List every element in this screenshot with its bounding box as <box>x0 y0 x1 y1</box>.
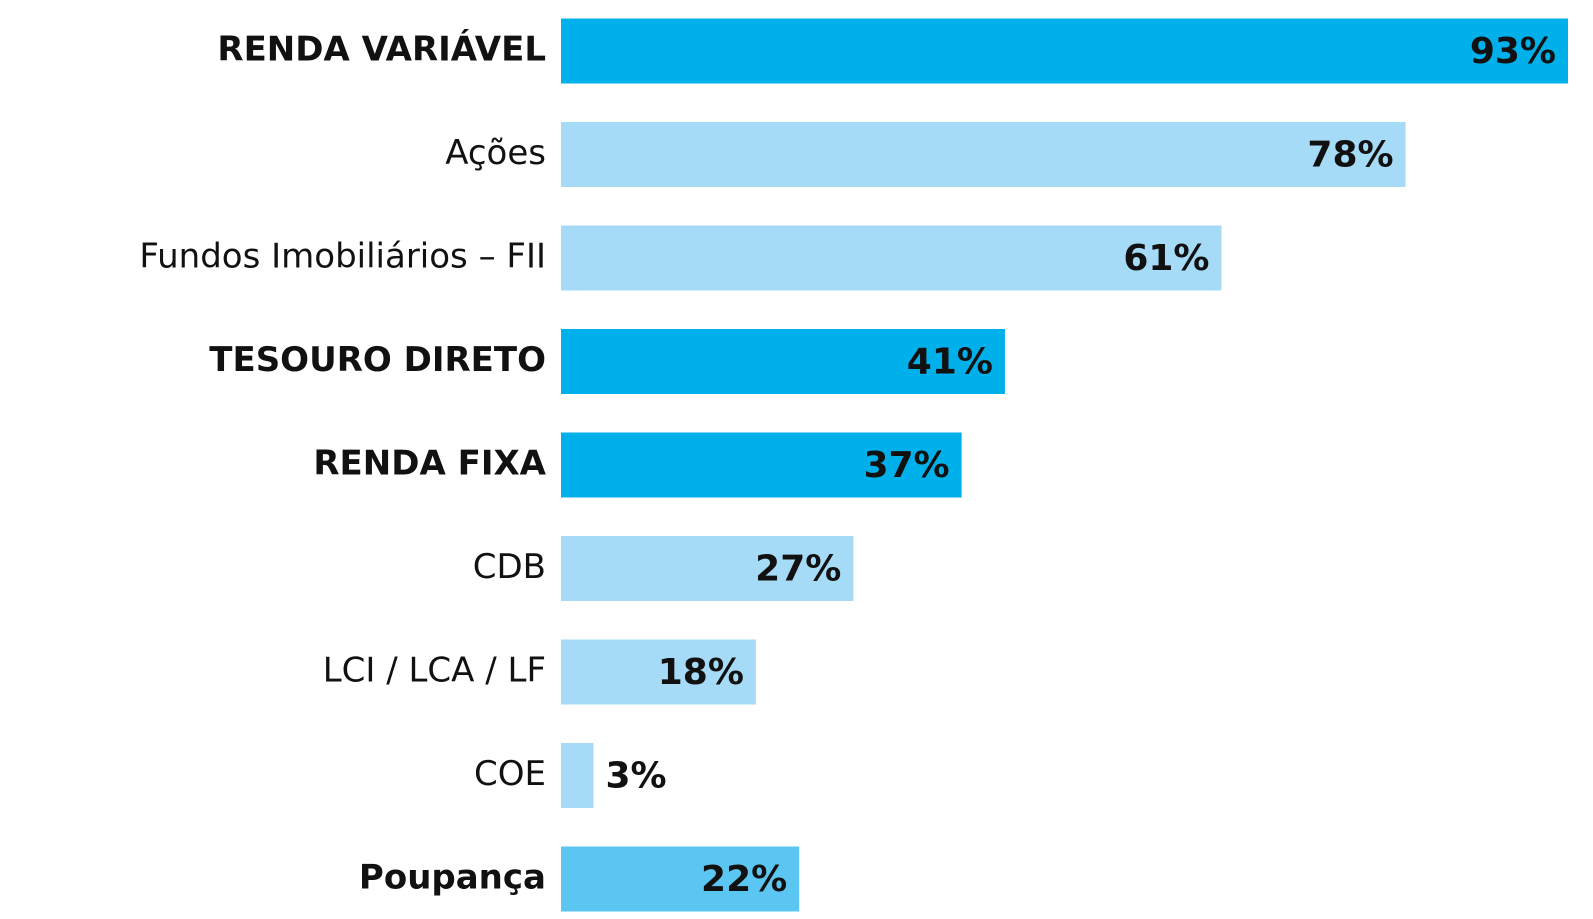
value-label: 37% <box>863 445 949 486</box>
category-label: RENDA VARIÁVEL <box>217 29 546 70</box>
category-label: COE <box>474 754 546 794</box>
value-label: 41% <box>907 342 993 383</box>
bar <box>561 536 854 601</box>
value-label: 78% <box>1307 135 1393 176</box>
value-label: 61% <box>1123 238 1209 279</box>
category-label: Poupança <box>359 858 546 898</box>
value-label: 3% <box>605 756 666 797</box>
bar <box>561 743 594 808</box>
bar <box>561 432 962 498</box>
value-label: 18% <box>658 652 744 693</box>
category-label: LCI / LCA / LF <box>323 651 546 691</box>
value-label: 93% <box>1470 31 1556 72</box>
bar <box>561 639 756 705</box>
bar <box>561 329 1005 394</box>
category-label: CDB <box>473 547 546 587</box>
bar <box>561 846 800 912</box>
bar <box>561 225 1222 291</box>
bar <box>561 122 1406 187</box>
category-label: TESOURO DIRETO <box>209 340 546 380</box>
category-label: Fundos Imobiliários – FII <box>139 237 546 277</box>
value-label: 27% <box>755 549 841 590</box>
category-label: RENDA FIXA <box>313 444 546 484</box>
bar <box>561 18 1568 84</box>
value-label: 22% <box>701 859 787 900</box>
category-label: Ações <box>445 133 546 173</box>
